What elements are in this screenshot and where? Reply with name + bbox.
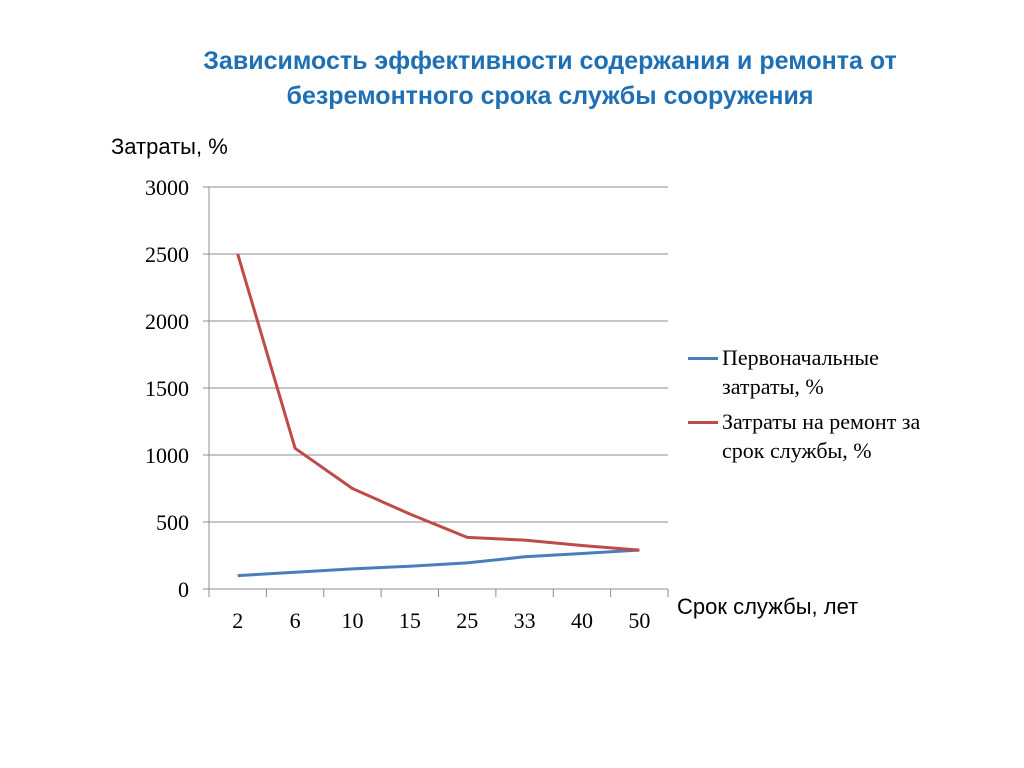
y-tick-label-2000: 2000 xyxy=(145,309,189,334)
legend-label-initial-costs-line2: затраты, % xyxy=(722,374,824,399)
y-tick-label-2500: 2500 xyxy=(145,242,189,267)
x-tick-label-2: 2 xyxy=(232,608,243,633)
x-tick-label-33: 33 xyxy=(514,608,536,633)
y-tick-label-1500: 1500 xyxy=(145,376,189,401)
y-tick-label-500: 500 xyxy=(156,510,189,535)
legend-item-initial-costs: Первоначальные затраты, % xyxy=(686,343,976,401)
legend-label-initial-costs-line1: Первоначальные xyxy=(722,345,879,370)
series-line-1 xyxy=(236,253,640,552)
x-tick-label-6: 6 xyxy=(290,608,301,633)
slide-title-line2: безремонтного срока службы сооружения xyxy=(286,82,814,110)
x-tick-label-40: 40 xyxy=(571,608,593,633)
legend: Первоначальные затраты, % Затраты на рем… xyxy=(686,343,976,471)
slide-title: Зависимость эффективности содержания и р… xyxy=(130,44,970,114)
legend-item-repair-costs: Затраты на ремонт за срок службы, % xyxy=(686,407,976,465)
legend-swatch-repair-costs xyxy=(688,421,718,424)
x-tick-labels: 2 6 10 15 25 33 40 50 xyxy=(232,608,650,633)
x-tick-label-15: 15 xyxy=(399,608,421,633)
gridlines xyxy=(209,186,668,523)
series-line-0 xyxy=(237,548,640,578)
legend-label-repair-costs-line1: Затраты на ремонт за xyxy=(722,409,921,434)
x-tick-label-50: 50 xyxy=(628,608,650,633)
y-tick-label-1000: 1000 xyxy=(145,443,189,468)
y-axis-label: Затраты, % xyxy=(111,134,228,159)
legend-label-repair-costs-line2: срок службы, % xyxy=(722,438,872,463)
x-tick-label-10: 10 xyxy=(341,608,363,633)
x-tick-label-25: 25 xyxy=(456,608,478,633)
x-axis-label: Срок службы, лет xyxy=(677,594,859,619)
slide-title-line1: Зависимость эффективности содержания и р… xyxy=(203,47,897,75)
y-tick-label-0: 0 xyxy=(178,577,189,602)
y-tick-label-3000: 3000 xyxy=(145,175,189,200)
y-tick-labels: 0 500 1000 1500 2000 2500 3000 xyxy=(145,175,189,602)
axes xyxy=(203,186,669,597)
legend-swatch-initial-costs xyxy=(688,357,718,360)
series-lines xyxy=(236,253,640,578)
